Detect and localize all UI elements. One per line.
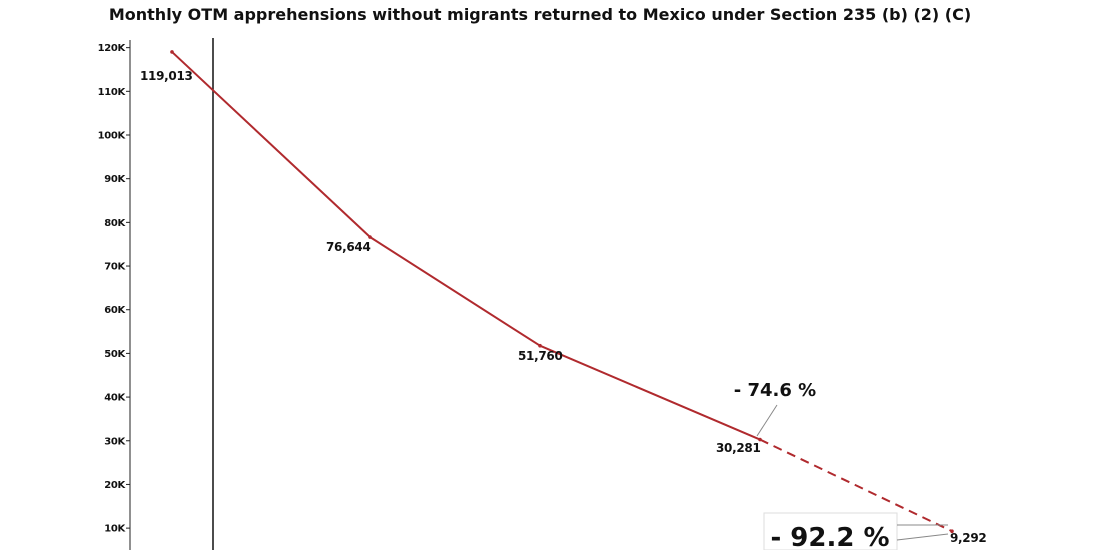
y-tick-label: 40K xyxy=(104,393,126,404)
y-tick-label: 60K xyxy=(104,305,126,316)
data-point xyxy=(758,437,762,442)
data-label: 9,292 xyxy=(950,531,986,545)
annotations: - 74.6 % - 92.2 % xyxy=(734,380,949,550)
y-tick-label: 80K xyxy=(104,218,126,229)
chart-title: Monthly OTM apprehensions without migran… xyxy=(109,5,971,24)
y-tick-label: 70K xyxy=(104,262,126,273)
y-axis-ticks: 10K 20K 30K 40K 50K 60K 70K 80K 90K 100K 110K 120K xyxy=(98,43,130,535)
data-labels: 119,013 76,644 51,760 30,281 9,292 xyxy=(140,69,987,545)
annotation-box xyxy=(763,512,898,550)
y-tick-label: 50K xyxy=(104,349,126,360)
series-line xyxy=(170,50,954,534)
annotation-percent-large: - 92.2 % xyxy=(770,523,889,550)
data-point xyxy=(170,50,174,54)
y-tick-label: 20K xyxy=(104,480,126,491)
data-label: 119,013 xyxy=(140,69,193,83)
data-point xyxy=(538,343,542,348)
annotation-leader-line xyxy=(896,533,949,541)
series-segment xyxy=(539,344,761,441)
annotation-percent-small: - 74.6 % xyxy=(734,380,816,401)
series-segment-dashed xyxy=(759,438,953,533)
y-tick-label: 30K xyxy=(104,436,126,447)
series-segment xyxy=(171,51,371,238)
data-label: 76,644 xyxy=(326,240,371,254)
data-point xyxy=(368,235,372,239)
series-segment xyxy=(369,236,541,347)
y-tick-label: 110K xyxy=(98,87,127,98)
annotation-leader-line xyxy=(756,404,778,437)
y-tick-label: 10K xyxy=(104,524,126,535)
y-tick-label: 100K xyxy=(98,131,127,142)
data-point xyxy=(950,529,954,534)
data-label: 51,760 xyxy=(518,349,563,363)
y-tick-label: 120K xyxy=(98,43,127,54)
y-tick-label: 90K xyxy=(104,174,126,185)
data-label: 30,281 xyxy=(716,441,761,455)
